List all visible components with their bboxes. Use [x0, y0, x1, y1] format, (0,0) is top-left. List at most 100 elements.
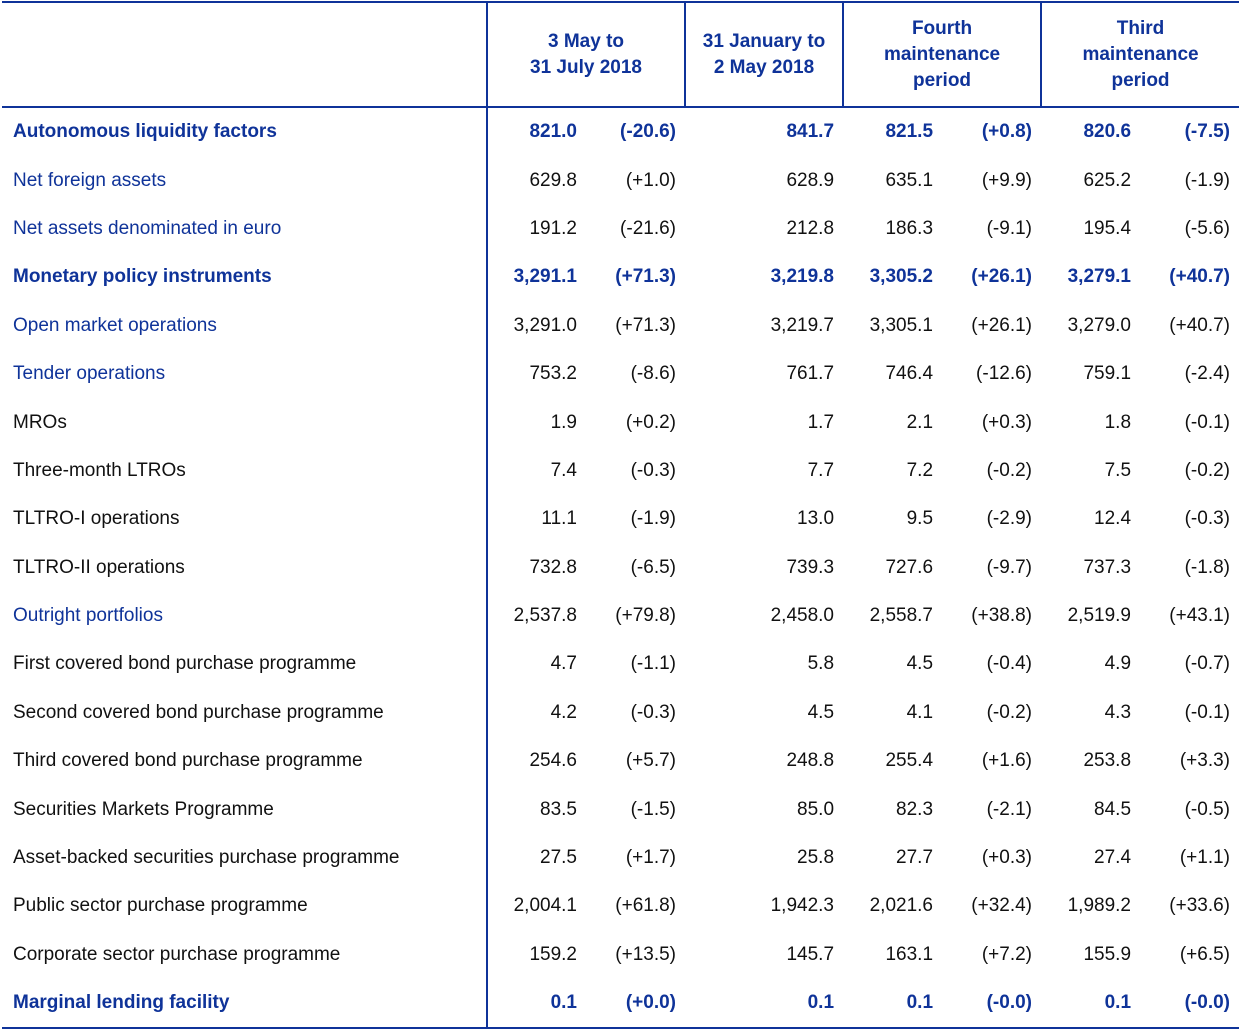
value-cell: 191.2	[486, 204, 586, 254]
value-cell: 0.1	[843, 979, 943, 1030]
table-body: Autonomous liquidity factors 821.0 (-20.6)…	[2, 107, 1240, 1030]
value-cell: 629.8	[486, 156, 586, 205]
change-cell: (-0.2)	[1184, 459, 1231, 481]
change-cell: (-2.4)	[1184, 363, 1231, 385]
row-label: First covered bond purchase programme	[13, 653, 357, 675]
header-col-4: Third maintenance period	[1040, 1, 1240, 108]
value-cell: 3,291.1	[486, 253, 586, 302]
row-label: Asset-backed securities purchase program…	[13, 847, 400, 869]
table-row: First covered bond purchase programme 4.7…	[2, 640, 1239, 689]
value-cell: 4.9	[1104, 653, 1132, 675]
value-cell: 9.5	[906, 508, 934, 530]
value-cell: 1,989.2	[1067, 895, 1132, 917]
row-label: Three-month LTROs	[13, 459, 186, 481]
value-cell: 2,519.9	[1067, 605, 1132, 627]
value-cell: 83.5	[486, 785, 586, 834]
value-cell: 761.7	[786, 363, 835, 385]
change-cell: (-0.7)	[1184, 653, 1231, 675]
value-cell: 3,219.8	[770, 266, 835, 288]
change-cell: (+0.2)	[625, 411, 677, 433]
value-cell: 635.1	[885, 169, 934, 191]
row-label: Net assets denominated in euro	[13, 217, 282, 239]
row-label: Open market operations	[13, 314, 217, 336]
value-cell: 2,558.7	[869, 605, 934, 627]
row-label: Public sector purchase programme	[13, 895, 308, 917]
change-cell: (-0.3)	[1184, 508, 1231, 530]
row-label: Monetary policy instruments	[13, 266, 272, 288]
change-cell: (+38.8)	[971, 605, 1033, 627]
change-cell: (-0.4)	[986, 653, 1033, 675]
value-cell: 3,291.0	[486, 301, 586, 350]
value-cell: 85.0	[797, 798, 835, 820]
value-cell: 759.1	[1083, 363, 1132, 385]
value-cell: 821.5	[885, 121, 934, 143]
change-cell: (+43.1)	[1169, 605, 1231, 627]
table-row: TLTRO-II operations 732.8 (-6.5) 739.3 727.6…	[2, 543, 1239, 592]
table-row: Public sector purchase programme 2,004.1 (…	[2, 882, 1239, 931]
row-label: Securities Markets Programme	[13, 798, 274, 820]
value-cell: 3,219.7	[770, 314, 835, 336]
row-label: Second covered bond purchase programme	[13, 701, 384, 723]
change-cell: (-1.8)	[1184, 556, 1231, 578]
change-cell: (-0.1)	[1184, 701, 1231, 723]
value-cell: 5.8	[807, 653, 835, 675]
change-cell: (-0.1)	[1184, 411, 1231, 433]
value-cell: 25.8	[797, 847, 835, 869]
table-row: Net foreign assets 629.8 (+1.0) 628.9 635.1 (…	[2, 156, 1239, 205]
value-cell: 2,458.0	[770, 605, 835, 627]
table-row: TLTRO-I operations 11.1 (-1.9) 13.0 9.5 (-2.9…	[2, 495, 1239, 544]
value-cell: 0.1	[486, 979, 586, 1030]
change-cell: (+7.2)	[981, 943, 1033, 965]
row-label: Corporate sector purchase programme	[13, 943, 341, 965]
header-row: 3 May to 31 July 2018 31 January to 2 Ma…	[2, 1, 1240, 108]
row-label: Outright portfolios	[13, 605, 163, 627]
change-cell: (-1.1)	[630, 653, 677, 675]
value-cell: 2,021.6	[869, 895, 934, 917]
value-cell: 12.4	[1094, 508, 1132, 530]
change-cell: (+61.8)	[615, 895, 677, 917]
change-cell: (-2.1)	[986, 798, 1033, 820]
table-row: Asset-backed securities purchase program…	[2, 833, 1239, 883]
value-cell: 255.4	[885, 750, 934, 772]
value-cell: 628.9	[786, 169, 835, 191]
table-row: Securities Markets Programme 83.5 (-1.5) 85…	[2, 785, 1239, 834]
value-cell: 625.2	[1083, 169, 1132, 191]
row-label: Autonomous liquidity factors	[13, 121, 277, 143]
value-cell: 155.9	[1083, 943, 1132, 965]
value-cell: 1.7	[807, 411, 835, 433]
value-cell: 7.5	[1104, 459, 1132, 481]
change-cell: (+26.1)	[971, 314, 1033, 336]
table-row: Net assets denominated in euro 191.2 (-21.…	[2, 204, 1239, 254]
change-cell: (-12.6)	[976, 363, 1033, 385]
value-cell: 13.0	[797, 508, 835, 530]
change-cell: (-21.6)	[620, 217, 677, 239]
change-cell: (+6.5)	[1179, 943, 1231, 965]
change-cell: (+32.4)	[971, 895, 1033, 917]
change-cell: (-0.5)	[1184, 798, 1231, 820]
value-cell: 0.1	[685, 979, 844, 1030]
change-cell: (+3.3)	[1179, 750, 1231, 772]
change-cell: (-0.3)	[630, 459, 677, 481]
row-label: Marginal lending facility	[2, 979, 487, 1030]
value-cell: 4.1	[906, 701, 934, 723]
row-label: Net foreign assets	[13, 169, 167, 191]
row-label: TLTRO-I operations	[13, 508, 180, 530]
value-cell: 84.5	[1094, 798, 1132, 820]
value-cell: 4.3	[1104, 701, 1132, 723]
value-cell: 3,279.0	[1067, 314, 1132, 336]
value-cell: 732.8	[486, 543, 586, 592]
value-cell: 727.6	[885, 556, 934, 578]
change-cell: (-20.6)	[620, 121, 677, 143]
change-cell: (-1.5)	[630, 798, 677, 820]
value-cell: 7.7	[807, 459, 835, 481]
value-cell: 212.8	[786, 217, 835, 239]
value-cell: 753.2	[486, 349, 586, 399]
value-cell: 3,305.1	[869, 314, 934, 336]
table-row: Outright portfolios 2,537.8 (+79.8) 2,458.0…	[2, 591, 1239, 641]
value-cell: 2,537.8	[486, 591, 586, 641]
value-cell: 746.4	[885, 363, 934, 385]
value-cell: 7.2	[906, 459, 934, 481]
value-cell: 2.1	[906, 411, 934, 433]
change-cell: (-0.3)	[630, 701, 677, 723]
value-cell: 2,004.1	[486, 882, 586, 931]
